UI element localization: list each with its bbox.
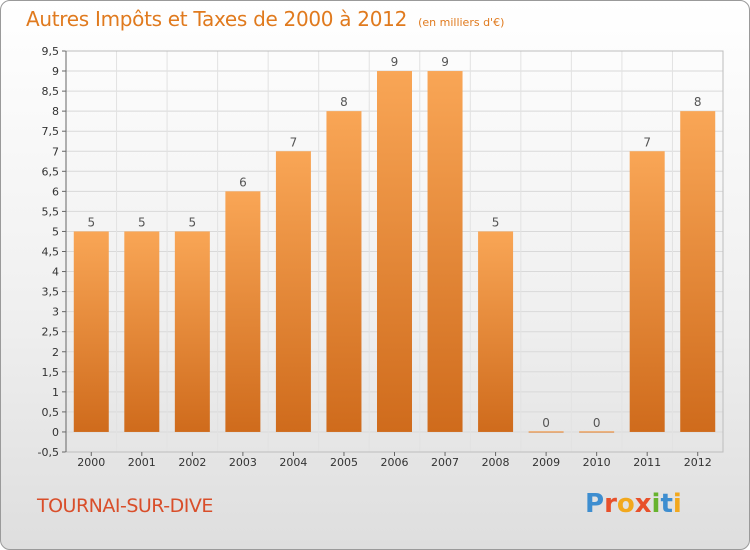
data-label-2011: 7 <box>643 135 651 149</box>
bar-2009 <box>528 431 564 433</box>
bar-2008 <box>478 231 514 432</box>
bar-2004 <box>275 151 311 432</box>
x-tick-label-2008: 2008 <box>482 456 510 469</box>
x-tick-label-2004: 2004 <box>279 456 307 469</box>
y-tick-label: 1,5 <box>42 366 60 379</box>
x-tick-label-2000: 2000 <box>77 456 105 469</box>
x-tick-label-2007: 2007 <box>431 456 459 469</box>
y-tick-label: 8 <box>52 105 59 118</box>
logo-letter: i <box>651 489 661 519</box>
x-tick-label-2012: 2012 <box>684 456 712 469</box>
chart-title: Autres Impôts et Taxes de 2000 à 2012 <box>26 7 407 31</box>
logo-letter: P <box>585 489 605 519</box>
y-tick-label: 2,5 <box>42 326 60 339</box>
x-tick-label-2011: 2011 <box>633 456 661 469</box>
bar-2002 <box>174 231 210 432</box>
y-tick-label: -0,5 <box>38 446 59 459</box>
title-row: Autres Impôts et Taxes de 2000 à 2012 (e… <box>26 7 504 31</box>
y-tick-label: 7 <box>52 145 59 158</box>
y-tick-label: 6 <box>52 185 59 198</box>
y-tick-label: 1 <box>52 386 59 399</box>
bar-2000 <box>73 231 109 432</box>
data-label-2002: 5 <box>189 215 197 229</box>
logo-letter: r <box>604 489 617 519</box>
bar-2005 <box>326 111 362 432</box>
labels: 5 2000 5 2001 5 2002 6 2003 7 2004 8 2005 9 2006 9 2007… <box>77 55 711 469</box>
x-tick-label-2009: 2009 <box>532 456 560 469</box>
y-tick-label: 8,5 <box>42 85 60 98</box>
data-label-2008: 5 <box>492 215 500 229</box>
logo-letter: t <box>660 489 673 519</box>
y-tick-label: 3 <box>52 306 59 319</box>
y-tick-label: 0 <box>52 426 59 439</box>
y-tick-label: 2 <box>52 346 59 359</box>
data-label-2005: 8 <box>340 95 348 109</box>
bar-2003 <box>225 191 261 432</box>
x-tick-label-2010: 2010 <box>583 456 611 469</box>
x-tick-label-2003: 2003 <box>229 456 257 469</box>
bar-2001 <box>124 231 160 432</box>
data-label-2007: 9 <box>441 55 449 69</box>
y-tick-label: 0,5 <box>42 406 60 419</box>
x-tick-label-2002: 2002 <box>178 456 206 469</box>
data-label-2006: 9 <box>391 55 399 69</box>
y-tick-label: 5 <box>52 225 59 238</box>
bar-2010 <box>579 431 615 433</box>
y-tick-label: 4,5 <box>42 246 60 259</box>
commune-name: TOURNAI-SUR-DIVE <box>37 495 213 517</box>
data-label-2003: 6 <box>239 175 247 189</box>
bars <box>73 71 716 433</box>
x-tick-label-2006: 2006 <box>381 456 409 469</box>
data-label-2010: 0 <box>593 416 601 430</box>
data-label-2009: 0 <box>542 416 550 430</box>
logo-letter: x <box>634 489 652 519</box>
y-tick-label: 9,5 <box>42 45 60 58</box>
data-label-2001: 5 <box>138 215 146 229</box>
y-tick-label: 6,5 <box>42 165 60 178</box>
data-label-2000: 5 <box>87 215 95 229</box>
logo-letter: o <box>616 489 635 519</box>
bar-2006 <box>377 71 412 432</box>
data-label-2012: 8 <box>694 95 702 109</box>
chart-subtitle: (en milliers d'€) <box>418 16 505 29</box>
axes: -0,5 0 0,5 1 1,5 2 2,5 3 3,5 4 4,5 5 5,5 6 6,5 7 7,5 8 8,5… <box>38 45 724 459</box>
y-tick-label: 7,5 <box>42 125 60 138</box>
y-tick-label: 5,5 <box>42 205 60 218</box>
y-tick-label: 3,5 <box>42 286 60 299</box>
bar-2012 <box>680 111 716 432</box>
y-tick-label: 4 <box>52 266 59 279</box>
bar-2011 <box>629 151 665 432</box>
logo-letter: i <box>672 489 682 519</box>
y-tick-label: 9 <box>52 65 59 78</box>
bar-2007 <box>427 71 463 432</box>
x-tick-label-2005: 2005 <box>330 456 358 469</box>
x-tick-label-2001: 2001 <box>128 456 156 469</box>
proxiti-logo[interactable]: Proxiti <box>585 489 682 519</box>
data-label-2004: 7 <box>290 135 298 149</box>
